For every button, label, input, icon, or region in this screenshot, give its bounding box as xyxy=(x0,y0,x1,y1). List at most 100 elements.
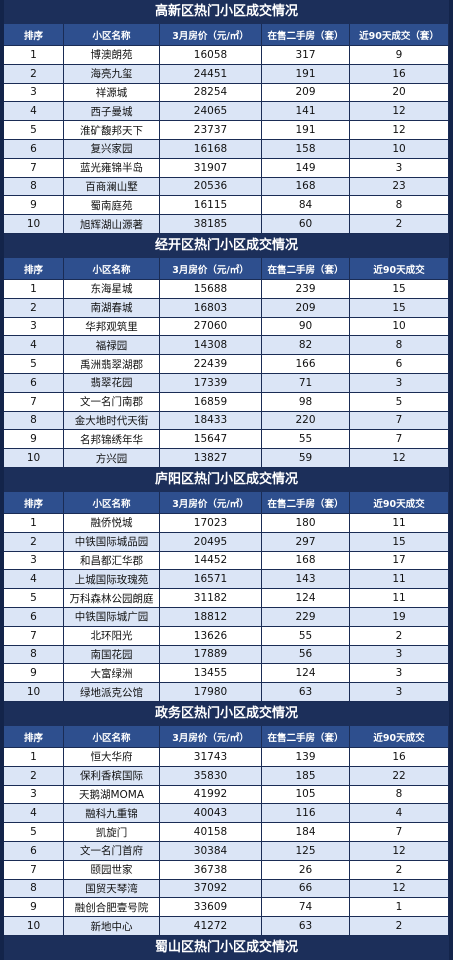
table-cell: 66 xyxy=(262,879,350,899)
header-cell: 近90天成交（套） xyxy=(350,24,449,46)
header-cell: 排序 xyxy=(4,726,64,748)
table-row: 5 万科森林公园朗庭 31182 124 11 xyxy=(4,589,449,608)
section-title: 蜀山区热门小区成交情况 xyxy=(4,936,449,960)
table-row: 3 祥源城 28254 209 20 xyxy=(4,83,449,103)
section-title: 庐阳区热门小区成交情况 xyxy=(4,468,449,492)
table-cell: 融创合肥壹号院 xyxy=(64,898,160,918)
table-cell: 8 xyxy=(350,785,449,805)
table-cell: 125 xyxy=(262,842,350,861)
table-cell: 36738 xyxy=(160,860,262,880)
table-cell: 209 xyxy=(262,298,350,318)
table-cell: 南湖春城 xyxy=(64,298,160,318)
table-cell: 恒大华府 xyxy=(64,748,160,767)
table-cell: 63 xyxy=(262,683,350,702)
table-cell: 5 xyxy=(4,355,64,374)
table-cell: 24451 xyxy=(160,64,262,84)
table-row: 1 恒大华府 31743 139 16 xyxy=(4,748,449,767)
table-cell: 41992 xyxy=(160,785,262,805)
table-cell: 5 xyxy=(4,121,64,140)
table-cell: 9 xyxy=(4,196,64,216)
table-cell: 124 xyxy=(262,589,350,608)
table-cell: 74 xyxy=(262,898,350,918)
table-cell: 15688 xyxy=(160,280,262,299)
table-cell: 融科九重锦 xyxy=(64,804,160,824)
table-cell: 10 xyxy=(350,140,449,159)
table-row: 4 西子曼城 24065 141 12 xyxy=(4,102,449,122)
header-cell: 排序 xyxy=(4,24,64,46)
table-cell: 11 xyxy=(350,514,449,533)
table-cell: 金大地时代天街 xyxy=(64,411,160,431)
table-cell: 15 xyxy=(350,298,449,318)
table-cell: 20495 xyxy=(160,532,262,552)
table-cell: 33609 xyxy=(160,898,262,918)
table-row: 2 保利香槟国际 35830 185 22 xyxy=(4,766,449,786)
table-cell: 7 xyxy=(350,411,449,431)
header-cell: 排序 xyxy=(4,258,64,280)
header-cell: 近90天成交 xyxy=(350,492,449,514)
table-cell: 116 xyxy=(262,804,350,824)
table-cell: 7 xyxy=(350,823,449,842)
table-cell: 37092 xyxy=(160,879,262,899)
table-row: 3 和昌都汇华郡 14452 168 17 xyxy=(4,551,449,571)
header-cell: 3月房价（元/㎡） xyxy=(160,258,262,280)
table-cell: 3 xyxy=(350,374,449,393)
table-cell: 158 xyxy=(262,140,350,159)
table-row: 6 中铁国际城广园 18812 229 19 xyxy=(4,608,449,627)
table-cell: 国贸天琴湾 xyxy=(64,879,160,899)
table-cell: 4 xyxy=(4,336,64,356)
table-cell: 31907 xyxy=(160,158,262,178)
table-cell: 7 xyxy=(350,430,449,450)
table-cell: 139 xyxy=(262,748,350,767)
table-cell: 15 xyxy=(350,532,449,552)
table-cell: 淮矿馥邦天下 xyxy=(64,121,160,140)
table-cell: 华邦观筑里 xyxy=(64,317,160,337)
table-cell: 317 xyxy=(262,46,350,65)
table-cell: 13827 xyxy=(160,449,262,468)
table-cell: 3 xyxy=(4,317,64,337)
table-cell: 19 xyxy=(350,608,449,627)
table-cell: 6 xyxy=(350,355,449,374)
table-cell: 31743 xyxy=(160,748,262,767)
table-cell: 98 xyxy=(262,392,350,412)
table-cell: 大富绿洲 xyxy=(64,664,160,684)
table-row: 1 博澳朗苑 16058 317 9 xyxy=(4,46,449,65)
table-cell: 239 xyxy=(262,280,350,299)
table-cell: 35830 xyxy=(160,766,262,786)
table-cell: 28254 xyxy=(160,83,262,103)
table-cell: 20 xyxy=(350,83,449,103)
table-row: 5 淮矿馥邦天下 23737 191 12 xyxy=(4,121,449,140)
table-cell: 8 xyxy=(4,411,64,431)
table-cell: 蓝光雍锦半岛 xyxy=(64,158,160,178)
table-cell: 27060 xyxy=(160,317,262,337)
header-cell: 小区名称 xyxy=(64,258,160,280)
header-cell: 小区名称 xyxy=(64,492,160,514)
table-cell: 124 xyxy=(262,664,350,684)
table-cell: 方兴园 xyxy=(64,449,160,468)
table-row: 8 国贸天琴湾 37092 66 12 xyxy=(4,879,449,899)
table-cell: 博澳朗苑 xyxy=(64,46,160,65)
table-cell: 16 xyxy=(350,64,449,84)
table-cell: 8 xyxy=(4,879,64,899)
table-cell: 60 xyxy=(262,215,350,234)
table-cell: 绿地派克公馆 xyxy=(64,683,160,702)
table-cell: 17023 xyxy=(160,514,262,533)
table-cell: 2 xyxy=(350,626,449,646)
table-cell: 文一名门首府 xyxy=(64,842,160,861)
table-row: 10 旭辉湖山源著 38185 60 2 xyxy=(4,215,449,234)
table-row: 3 天鹅湖MOMA 41992 105 8 xyxy=(4,785,449,805)
table-cell: 16803 xyxy=(160,298,262,318)
table-cell: 名邦锦绣年华 xyxy=(64,430,160,450)
table-cell: 旭辉湖山源著 xyxy=(64,215,160,234)
table-cell: 12 xyxy=(350,449,449,468)
table-row: 2 海亮九玺 24451 191 16 xyxy=(4,64,449,84)
table-cell: 90 xyxy=(262,317,350,337)
table-cell: 38185 xyxy=(160,215,262,234)
table-cell: 百商澜山墅 xyxy=(64,177,160,197)
table-cell: 55 xyxy=(262,430,350,450)
header-cell: 排序 xyxy=(4,492,64,514)
table-cell: 141 xyxy=(262,102,350,122)
table-cell: 16571 xyxy=(160,570,262,590)
table-cell: 16115 xyxy=(160,196,262,216)
table-row: 8 百商澜山墅 20536 168 23 xyxy=(4,177,449,197)
table-cell: 16168 xyxy=(160,140,262,159)
